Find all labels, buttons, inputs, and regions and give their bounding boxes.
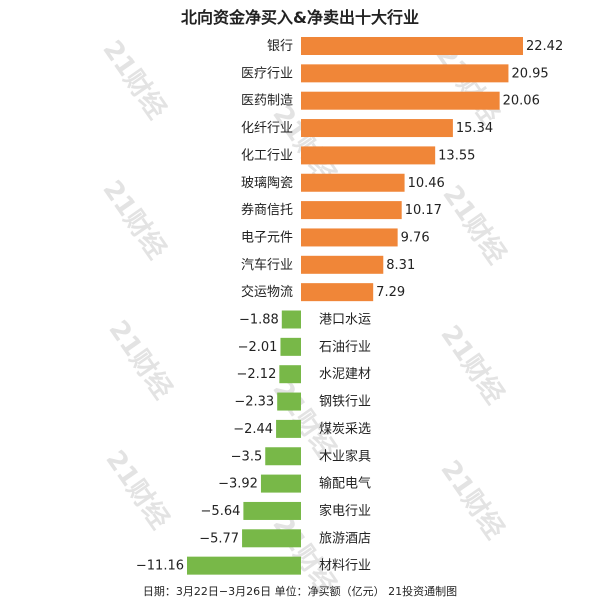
category-label: 水泥建材 <box>319 367 371 382</box>
category-label: 港口水运 <box>319 313 371 328</box>
category-label: 材料行业 <box>319 559 371 574</box>
data-label: −5.64 <box>201 504 241 519</box>
data-label: 20.06 <box>503 94 540 109</box>
bar <box>301 91 500 110</box>
category-label: 医药制造 <box>241 94 293 109</box>
category-label: 石油行业 <box>319 340 371 355</box>
bar <box>281 310 301 329</box>
bar <box>301 283 374 302</box>
data-label: −1.88 <box>239 313 279 328</box>
category-label: 旅游酒店 <box>319 531 371 546</box>
data-label: −3.5 <box>231 449 263 464</box>
category-label: 券商信托 <box>241 202 293 218</box>
data-label: −5.77 <box>199 531 239 546</box>
category-label: 电子元件 <box>241 230 293 245</box>
bar <box>277 392 301 411</box>
data-label: −2.44 <box>233 422 273 437</box>
bar <box>301 119 453 138</box>
category-label: 医疗行业 <box>241 66 293 81</box>
category-label: 银行 <box>267 39 293 54</box>
bar <box>242 529 301 548</box>
category-label: 家电行业 <box>319 503 371 519</box>
data-label: −2.12 <box>237 367 277 382</box>
category-label: 化纤行业 <box>241 121 293 136</box>
bar <box>301 255 384 274</box>
chart-title: 北向资金净买入&净卖出十大行业 <box>181 8 419 27</box>
data-label: −11.16 <box>136 559 184 574</box>
bar <box>301 201 402 220</box>
category-label: 输配电气 <box>319 476 371 492</box>
bar <box>260 474 301 493</box>
category-label: 钢铁行业 <box>319 395 371 410</box>
bar <box>301 228 398 247</box>
data-label: 13.55 <box>438 148 475 163</box>
bar <box>301 146 436 165</box>
data-label: 22.42 <box>526 39 563 54</box>
data-label: 15.34 <box>456 121 493 136</box>
category-label: 玻璃陶瓷 <box>241 175 293 191</box>
data-label: 10.17 <box>405 203 442 218</box>
data-label: 10.46 <box>408 176 445 191</box>
data-label: −2.33 <box>234 395 274 410</box>
bar <box>187 556 301 575</box>
footer-note: 日期：3月22日−3月26日 单位：净买额（亿元） 21投资通制图 <box>142 585 458 598</box>
category-label: 煤炭采选 <box>319 422 371 437</box>
bar <box>243 501 301 520</box>
category-label: 汽车行业 <box>241 257 293 273</box>
bar <box>301 173 405 192</box>
data-label: 9.76 <box>401 230 430 245</box>
category-label: 木业家具 <box>319 448 371 464</box>
bar <box>265 447 301 466</box>
data-label: 7.29 <box>376 285 405 300</box>
data-label: −3.92 <box>218 477 258 492</box>
bar <box>276 419 301 438</box>
bar <box>279 365 301 384</box>
category-label: 交运物流 <box>241 284 293 300</box>
data-label: −2.01 <box>238 340 278 355</box>
data-label: 8.31 <box>386 258 415 273</box>
bar <box>301 64 509 83</box>
bar <box>280 337 301 356</box>
category-label: 化工行业 <box>241 148 293 163</box>
bar <box>301 37 523 55</box>
data-label: 20.95 <box>511 66 548 81</box>
